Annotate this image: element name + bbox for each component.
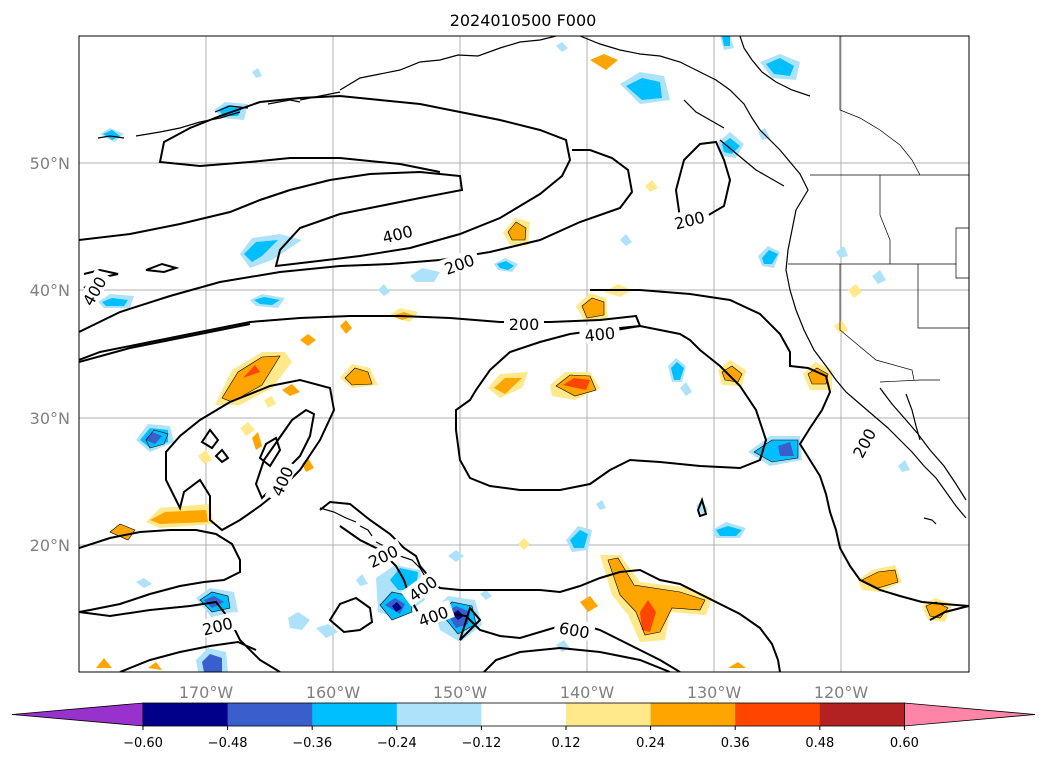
coastlines	[97, 36, 967, 591]
contour-label: 200	[442, 250, 477, 278]
colorbar-segment	[143, 703, 229, 726]
colorbar-tick-label: 0.12	[552, 736, 581, 751]
lat-label: 50°N	[30, 154, 70, 173]
figure-title: 2024010500 F000	[450, 11, 597, 30]
colorbar-frame	[142, 702, 905, 727]
lat-label: 30°N	[30, 409, 70, 428]
colorbar-segment	[227, 703, 313, 726]
colorbar-tick-label: −0.24	[377, 736, 417, 751]
colorbar-tick-label: 0.48	[805, 736, 834, 751]
contour-lines	[79, 94, 969, 672]
map-area: 400 200 200 400 200 400	[79, 36, 969, 672]
colorbar-segment	[650, 703, 736, 726]
colorbar-tick-label: −0.48	[208, 736, 248, 751]
colorbar-segment	[735, 703, 821, 726]
lon-label: 170°W	[179, 683, 234, 702]
colorbar-tick-label: 0.24	[636, 736, 665, 751]
colorbar: −0.60 −0.48 −0.36 −0.24 −0.12 0.12 0.24 0.36 0.4…	[11, 702, 1036, 751]
latitude-labels: 50°N 40°N 30°N 20°N	[30, 154, 70, 555]
gridlines	[79, 36, 969, 672]
contour-label: 600	[558, 619, 591, 643]
colorbar-segment	[312, 703, 398, 726]
longitude-labels: 170°W 160°W 150°W 140°W 130°W 120°W	[179, 683, 869, 702]
contour-label: 400	[381, 222, 415, 248]
colorbar-segment	[566, 703, 652, 726]
colorbar-tick-label: −0.36	[292, 736, 332, 751]
contour-label: 200	[509, 315, 540, 334]
colorbar-tick-label: −0.60	[123, 736, 163, 751]
map-frame	[78, 35, 970, 673]
lon-label: 140°W	[560, 683, 615, 702]
lon-label: 150°W	[433, 683, 488, 702]
lat-label: 40°N	[30, 281, 70, 300]
contour-label: 400	[584, 323, 616, 345]
negative-anomaly-patches	[98, 36, 910, 672]
colorbar-extend-low	[11, 702, 144, 727]
colorbar-segment	[396, 703, 482, 726]
colorbar-tick-label: 0.60	[890, 736, 919, 751]
colorbar-extend-high	[904, 702, 1036, 727]
lon-label: 120°W	[814, 683, 869, 702]
colorbar-segment	[819, 703, 905, 726]
political-borders	[788, 36, 969, 383]
thin-contours	[109, 221, 949, 636]
colorbar-tick-label: −0.12	[461, 736, 501, 751]
colorbar-segment	[481, 703, 567, 726]
colorbar-tick-label: 0.36	[721, 736, 750, 751]
lon-label: 160°W	[306, 683, 361, 702]
lat-label: 20°N	[30, 536, 70, 555]
contour-label: 200	[673, 208, 707, 234]
lon-label: 130°W	[687, 683, 742, 702]
